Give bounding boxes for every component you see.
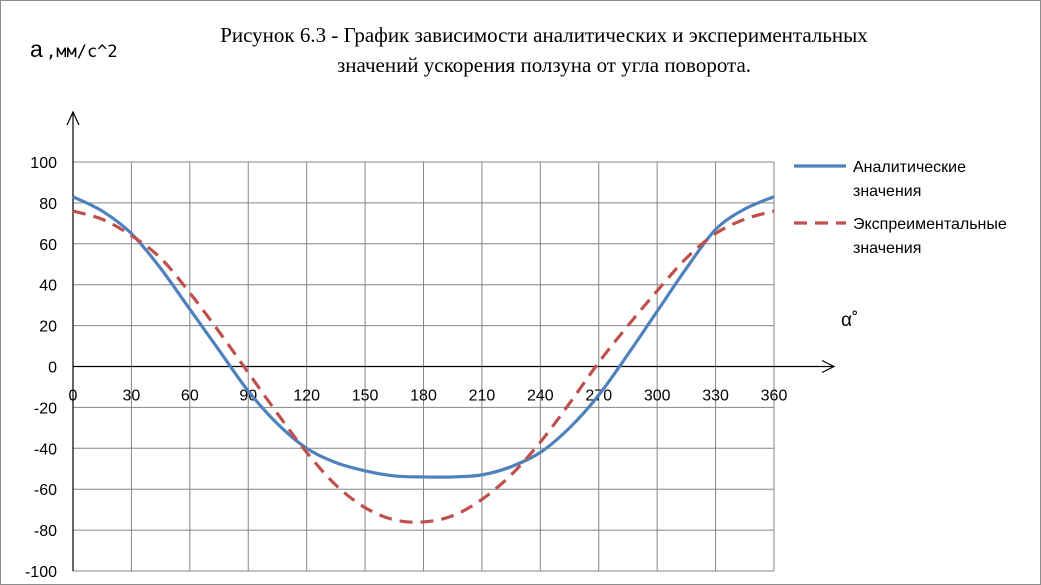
x-tick-label: 300	[644, 388, 671, 405]
y-tick-label: -60	[34, 482, 57, 499]
y-axis-unit: ,мм/с^2	[46, 42, 118, 62]
y-tick-label: -100	[25, 564, 57, 581]
axes	[66, 110, 836, 571]
x-tick-label: 150	[352, 388, 379, 405]
x-tick-label: 360	[761, 388, 788, 405]
x-tick-label: 30	[123, 388, 141, 405]
y-axis-label: a	[30, 36, 43, 62]
chart-title-line1: Рисунок 6.3 - График зависимости аналити…	[220, 23, 868, 47]
legend: Аналитические значения Экспреиментальные зн…	[794, 159, 1007, 257]
x-tick-label: 60	[181, 388, 199, 405]
y-tick-label: 60	[39, 237, 57, 254]
x-tick-label: 0	[69, 388, 78, 405]
x-tick-label: 210	[469, 388, 496, 405]
legend-label-line1: Экспреиментальные	[853, 216, 1007, 233]
legend-label-line2: значения	[853, 240, 921, 257]
legend-label-line1: Аналитические	[853, 159, 966, 176]
x-tick-label: 90	[239, 388, 257, 405]
y-tick-label: 40	[39, 278, 57, 295]
y-tick-label: -80	[34, 523, 57, 540]
y-tick-label: -20	[34, 400, 57, 417]
x-tick-label: 180	[410, 388, 437, 405]
chart-title-line2: значений ускорения ползуна от угла повор…	[337, 53, 751, 77]
y-axis-arrow-icon	[66, 110, 80, 126]
x-axis-label: α˚	[841, 310, 858, 331]
x-tick-label: 120	[293, 388, 320, 405]
y-tick-label: 80	[39, 196, 57, 213]
series-line-analytic	[72, 195, 775, 479]
y-tick-label: 100	[30, 155, 57, 172]
legend-label-line2: значения	[853, 183, 921, 200]
y-tick-label: -40	[34, 441, 57, 458]
y-tick-label: 0	[48, 360, 57, 377]
series-line-experimental	[72, 209, 775, 524]
data-series	[72, 195, 775, 524]
y-tick-label: 20	[39, 319, 57, 336]
x-tick-label: 330	[702, 388, 729, 405]
tick-labels: 100 80 60 40 20 0 -20 -40 -60 -80 -100 0 30 60 90 120 15…	[25, 155, 787, 581]
x-axis-arrow-icon	[821, 359, 836, 374]
x-tick-label: 240	[527, 388, 554, 405]
